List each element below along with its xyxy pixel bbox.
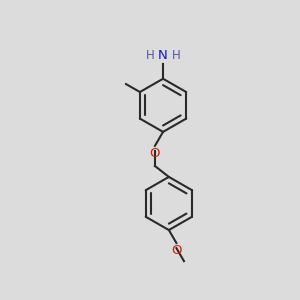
Text: O: O <box>171 244 182 257</box>
Text: N: N <box>158 49 168 62</box>
Text: H: H <box>172 49 181 62</box>
Text: O: O <box>150 147 160 160</box>
Text: H: H <box>146 49 154 62</box>
